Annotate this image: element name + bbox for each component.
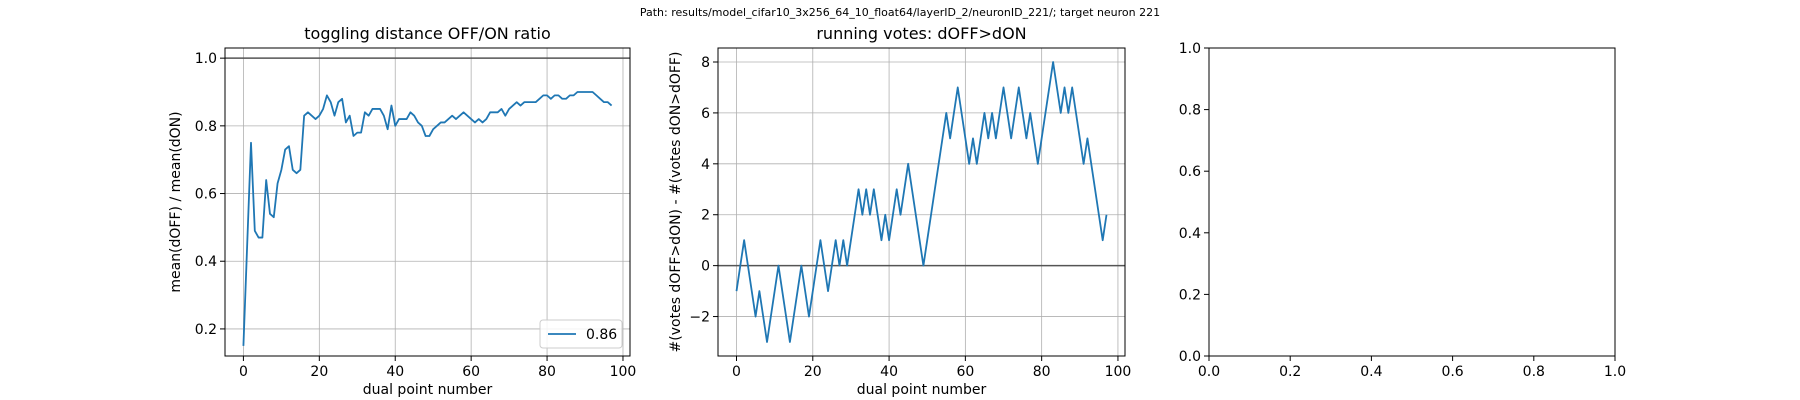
chart2-y-tick-label: −2 xyxy=(689,310,710,326)
chart2-y-tick-label: 0 xyxy=(701,259,710,275)
chart2-y-tick-label: 2 xyxy=(701,208,710,224)
chart1-legend-label: 0.86 xyxy=(586,327,617,343)
chart3-x-tick-label: 0.8 xyxy=(1523,364,1545,380)
chart2-y-tick-label: 6 xyxy=(701,106,710,122)
chart1-axes-frame xyxy=(224,47,631,357)
chart2-x-tick-label: 40 xyxy=(880,364,898,380)
chart1-y-tick-label: 0.6 xyxy=(195,187,217,203)
chart1-x-tick-label: 60 xyxy=(462,364,480,380)
chart3-x-tick-label: 0.6 xyxy=(1441,364,1463,380)
chart1-x-axis-label: dual point number xyxy=(363,382,493,398)
chart3-y-tick-label: 0.0 xyxy=(1179,349,1201,365)
chart2-y-tick-label: 4 xyxy=(701,157,710,173)
chart3-y-tick-label: 1.0 xyxy=(1179,41,1201,57)
chart2-x-axis-label: dual point number xyxy=(857,382,987,398)
chart2-x-tick-label: 100 xyxy=(1105,364,1132,380)
chart1-y-tick-label: 1.0 xyxy=(195,51,217,67)
chart1-legend-box xyxy=(539,319,623,349)
chart3-axes-frame xyxy=(1208,47,1616,357)
chart1-x-tick-label: 100 xyxy=(610,364,637,380)
chart1-series-line xyxy=(242,91,613,346)
chart3-y-tick-label: 0.4 xyxy=(1179,226,1201,242)
chart1-y-tick-label: 0.4 xyxy=(195,254,217,270)
chart3-y-tick-label: 0.8 xyxy=(1179,103,1201,119)
chart1-x-tick-label: 80 xyxy=(538,364,556,380)
chart3-x-tick-label: 0.4 xyxy=(1360,364,1382,380)
chart2-x-tick-label: 60 xyxy=(956,364,974,380)
chart1-y-axis-label: mean(dOFF) / mean(dON) xyxy=(168,111,184,292)
chart2-y-axis-label: #(votes dOFF>dON) - #(votes dON>dOFF) xyxy=(668,52,684,353)
chart3-x-tick-label: 1.0 xyxy=(1604,364,1626,380)
chart2-series-line xyxy=(735,61,1108,343)
chart1-x-tick-label: 0 xyxy=(239,364,248,380)
chart2-title: running votes: dOFF>dON xyxy=(816,24,1026,43)
chart1-x-tick-label: 40 xyxy=(386,364,404,380)
chart2-x-tick-label: 20 xyxy=(804,364,822,380)
chart2-y-tick-label: 8 xyxy=(701,55,710,71)
chart2-axes-frame xyxy=(717,47,1126,357)
chart3-y-tick-label: 0.2 xyxy=(1179,287,1201,303)
chart2-x-tick-label: 80 xyxy=(1033,364,1051,380)
chart2-x-tick-label: 0 xyxy=(732,364,741,380)
chart1-y-tick-label: 0.8 xyxy=(195,119,217,135)
chart1-x-tick-label: 20 xyxy=(310,364,328,380)
chart3-y-tick-label: 0.6 xyxy=(1179,164,1201,180)
figure-suptitle: Path: results/model_cifar10_3x256_64_10_… xyxy=(639,6,1161,19)
chart1-title: toggling distance OFF/ON ratio xyxy=(304,24,550,43)
chart3-x-tick-label: 0.0 xyxy=(1198,364,1220,380)
chart1-y-tick-label: 0.2 xyxy=(195,322,217,338)
chart3-x-tick-label: 0.2 xyxy=(1279,364,1301,380)
